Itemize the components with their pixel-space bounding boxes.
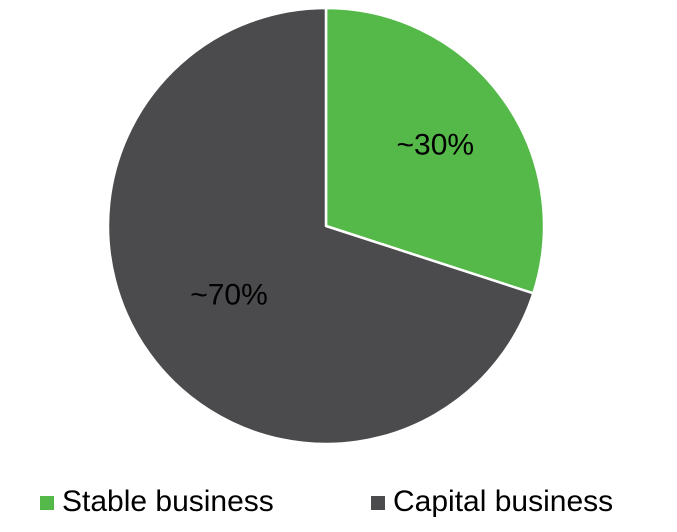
pie-slice-stable-business (324, 6, 546, 295)
legend-swatch (40, 496, 54, 510)
pie-slice-capital-business (106, 6, 535, 446)
legend-item-stable-business: Stable business (40, 485, 274, 518)
pie-slices (106, 6, 546, 446)
legend: Stable business Capital business (40, 485, 613, 518)
legend-swatch (371, 496, 385, 510)
legend-label: Stable business (62, 485, 274, 518)
legend-item-capital-business: Capital business (371, 485, 613, 518)
pie-data-labels: ~30% ~70% (190, 129, 474, 312)
data-label-capital-business: ~70% (190, 278, 268, 311)
data-label-stable-business: ~30% (397, 129, 475, 162)
legend-label: Capital business (393, 485, 613, 518)
